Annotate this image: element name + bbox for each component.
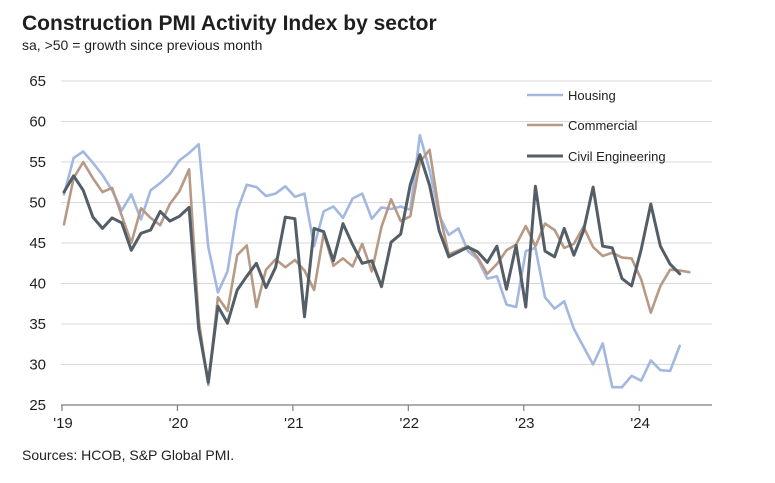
y-tick-label: 30 [29,357,46,374]
chart-title: Construction PMI Activity Index by secto… [22,12,437,35]
legend-label-commercial: Commercial [568,118,637,133]
series-lines [62,134,691,389]
y-tick-label: 35 [29,316,46,333]
source-note: Sources: HCOB, S&P Global PMI. [22,447,235,463]
x-tick-label: '22 [400,415,420,432]
chart-subtitle: sa, >50 = growth since previous month [22,37,263,53]
legend: Housing Commercial Civil Engineering [527,88,666,164]
x-tick-label: '24 [630,415,650,432]
legend-label-civil-engineering: Civil Engineering [568,149,666,164]
series-line-housing [62,134,681,389]
x-tick-label: '19 [53,415,73,432]
y-tick-label: 45 [29,235,46,252]
x-tick-label: '20 [169,415,189,432]
y-tick-label: 65 [29,73,46,90]
gridlines [61,80,712,365]
x-tick-label: '23 [515,415,535,432]
y-tick-label: 55 [29,154,46,171]
y-tick-label: 25 [29,397,46,414]
y-tick-label: 50 [29,195,46,212]
y-tick-label: 60 [29,114,46,131]
x-axis: '19 '20 '21 '22 '23 '24 [53,404,712,432]
series-line-civil-engineering [62,153,682,384]
y-tick-label: 40 [29,276,46,293]
legend-label-housing: Housing [568,88,616,103]
x-tick-label: '21 [284,415,304,432]
y-axis-tick-labels: 25 30 35 40 45 50 55 60 65 [29,73,46,414]
